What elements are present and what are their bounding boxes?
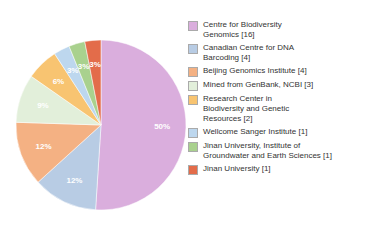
- svg-text:3%: 3%: [89, 60, 101, 69]
- svg-text:3%: 3%: [78, 62, 90, 71]
- svg-text:6%: 6%: [53, 77, 65, 86]
- html-text:Mined from GenBank, NCBI [3]: Mined from GenBank, NCBI [3]: [203, 80, 314, 89]
- svg-text:3%: 3%: [67, 66, 79, 75]
- html-text:Canadian Centre for DNA Barcod: Canadian Centre for DNA Barcoding [4]: [203, 43, 295, 62]
- svg-text:9%: 9%: [37, 101, 49, 110]
- html-text:Centre for Biodiversity Genomi: Centre for Biodiversity Genomics [16]: [203, 20, 282, 39]
- svg-text:12%: 12%: [66, 176, 82, 185]
- html-text:Jinan University, Institute of: Jinan University, Institute of Groundwat…: [203, 141, 332, 160]
- html-text:Jinan University [1]: Jinan University [1]: [203, 164, 271, 173]
- html-text:Research Center in Biodiversit: Research Center in Biodiversity and Gene…: [203, 94, 290, 123]
- svg-text:50%: 50%: [154, 122, 170, 131]
- html-text:Beijing Genomics Institute [4]: Beijing Genomics Institute [4]: [203, 66, 307, 75]
- svg-text:12%: 12%: [36, 142, 52, 151]
- html-text:Wellcome Sanger Institute [1]: Wellcome Sanger Institute [1]: [203, 127, 308, 136]
